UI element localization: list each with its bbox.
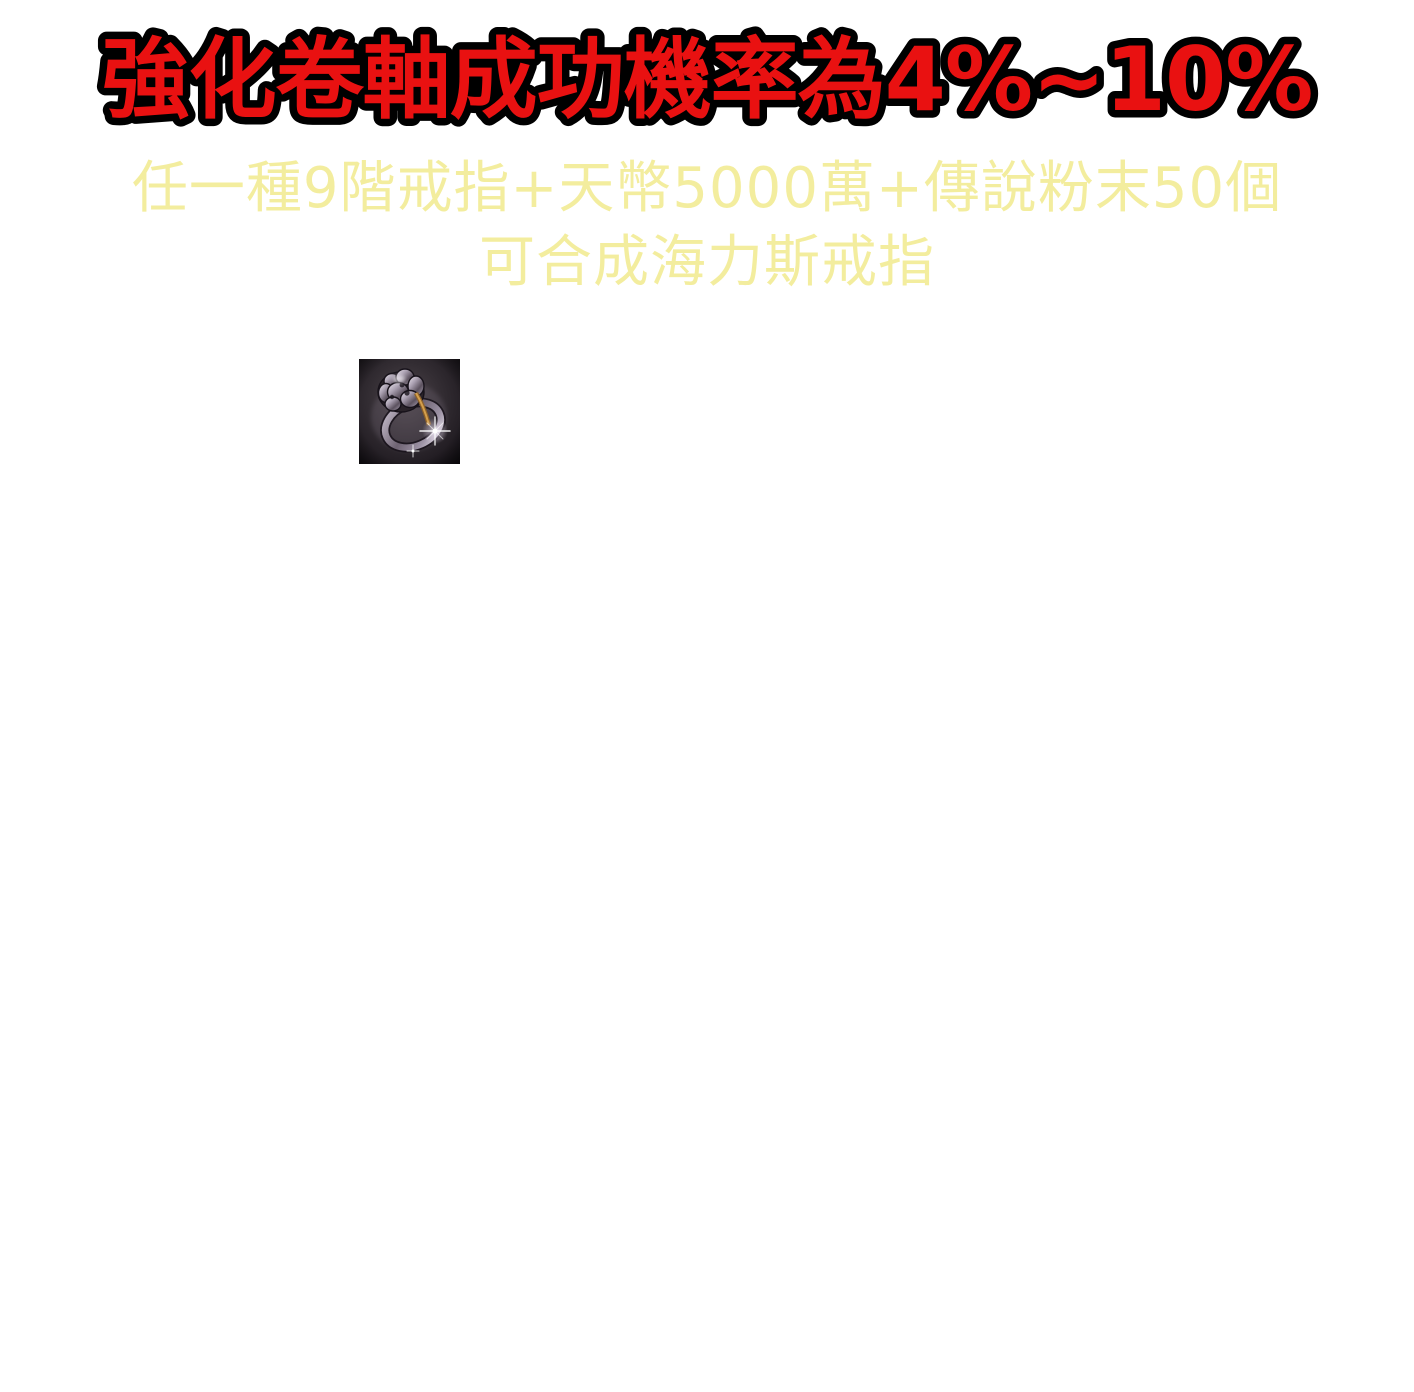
banner-title: 強化卷軸成功機率為4%~10% bbox=[102, 28, 1313, 131]
ring-icon bbox=[359, 359, 460, 464]
recipe-text: 任一種9階戒指+天幣5000萬+傳說粉末50個 可合成海力斯戒指 bbox=[0, 152, 1414, 300]
recipe-line-1: 任一種9階戒指+天幣5000萬+傳說粉末50個 bbox=[131, 156, 1283, 221]
banner: 強化卷軸成功機率為4%~10% bbox=[94, 21, 1321, 139]
recipe-line-2: 可合成海力斯戒指 bbox=[479, 230, 935, 295]
